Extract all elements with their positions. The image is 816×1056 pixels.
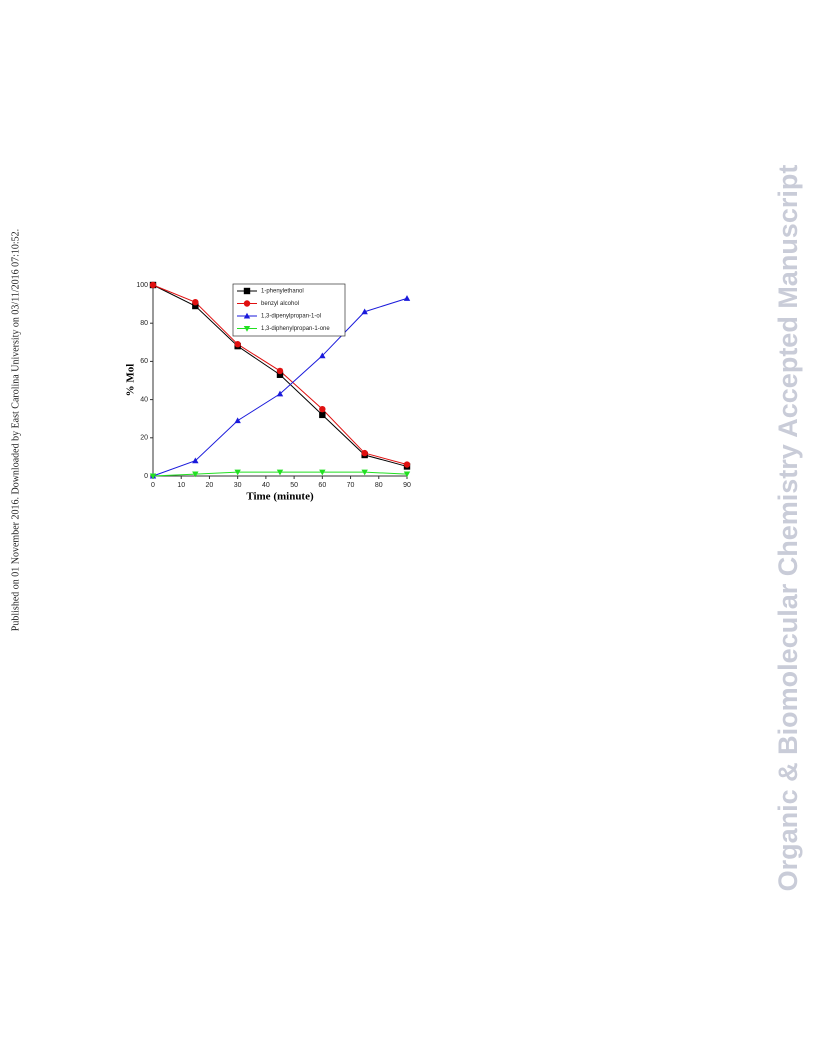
data-point (361, 469, 368, 476)
y-tick-label: 80 (140, 320, 148, 327)
x-tick-label: 20 (206, 482, 214, 489)
x-tick-label: 10 (177, 482, 185, 489)
x-tick-label: 80 (375, 482, 383, 489)
legend-marker (243, 325, 251, 332)
x-axis-label: Time (minute) (246, 491, 314, 503)
data-point (276, 367, 284, 375)
legend-label: 1-phenylethanol (261, 289, 304, 295)
y-tick-label: 20 (140, 435, 148, 442)
data-point (319, 411, 326, 419)
data-point (149, 473, 157, 480)
data-point (276, 390, 284, 397)
y-axis-label: % Mol (125, 364, 137, 397)
data-point (319, 469, 326, 476)
legend-marker (243, 312, 251, 319)
x-tick-label: 70 (347, 482, 355, 489)
side-text: Published on 01 November 2016. Downloade… (10, 229, 21, 631)
x-tick-label: 0 (151, 482, 155, 489)
data-point (276, 469, 284, 476)
y-tick-label: 0 (144, 473, 148, 480)
x-tick-label: 30 (234, 482, 242, 489)
data-point (361, 449, 368, 457)
data-point (192, 298, 199, 306)
x-tick-label: 50 (290, 482, 298, 489)
data-point (192, 302, 199, 310)
data-point (234, 469, 241, 476)
data-point (149, 281, 157, 289)
data-point (234, 341, 241, 348)
y-tick-label: 40 (140, 396, 148, 403)
x-tick-label: 40 (262, 482, 270, 489)
data-point (192, 457, 199, 464)
data-point (234, 417, 241, 424)
legend-marker (243, 300, 251, 307)
legend-label: 1,3-dipenylpropan-1-ol (261, 314, 321, 320)
data-point (319, 352, 326, 359)
legend-label: benzyl alcohol (261, 301, 299, 307)
data-point (192, 471, 199, 478)
y-tick-label: 60 (140, 358, 148, 365)
data-point (403, 471, 411, 478)
watermark: Organic & Biomolecular Chemistry Accepte… (773, 165, 803, 892)
y-tick-label: 100 (136, 282, 148, 289)
data-point (403, 295, 411, 301)
legend-box (232, 283, 346, 337)
data-point (403, 461, 411, 468)
x-tick-label: 90 (403, 482, 411, 489)
data-point (319, 405, 326, 413)
legend-marker (243, 287, 251, 295)
data-point (276, 371, 284, 378)
legend-label: 1,3-diphenylpropan-1-one (261, 326, 330, 332)
data-point (361, 308, 368, 315)
x-tick-label: 60 (318, 482, 326, 489)
